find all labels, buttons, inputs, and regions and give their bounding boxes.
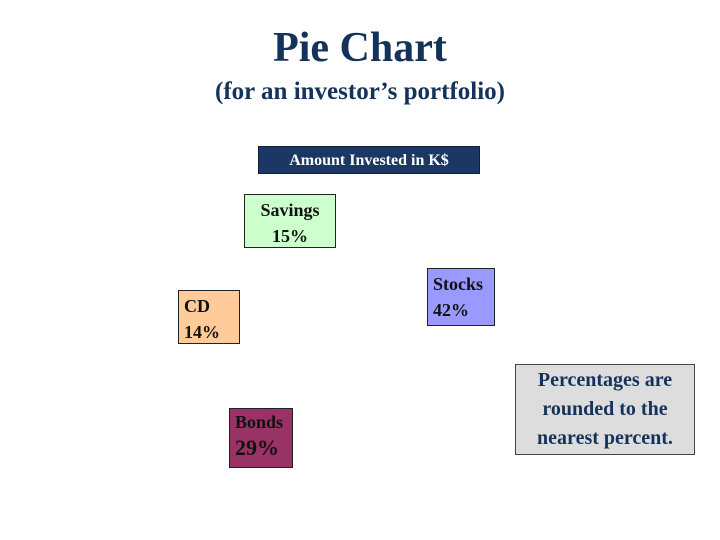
stocks-label-box: Stocks 42%: [427, 268, 495, 326]
chart-title: Amount Invested in K$: [258, 146, 480, 174]
cd-label-box: CD 14%: [178, 290, 240, 344]
cd-label: CD: [184, 296, 210, 316]
savings-percent: 15%: [272, 226, 308, 246]
bonds-label-box: Bonds 29%: [229, 408, 293, 468]
savings-label-box: Savings 15%: [244, 194, 336, 248]
page-title: Pie Chart: [273, 25, 447, 71]
bonds-percent: 29%: [235, 435, 279, 460]
bonds-label: Bonds: [235, 412, 284, 432]
cd-percent: 14%: [184, 322, 220, 342]
stocks-label: Stocks: [433, 274, 484, 294]
savings-label: Savings: [260, 200, 320, 220]
stocks-percent: 42%: [433, 300, 469, 320]
page-subtitle: (for an investor’s portfolio): [215, 78, 505, 105]
rounding-note: Percentages are rounded to the nearest p…: [515, 364, 695, 455]
